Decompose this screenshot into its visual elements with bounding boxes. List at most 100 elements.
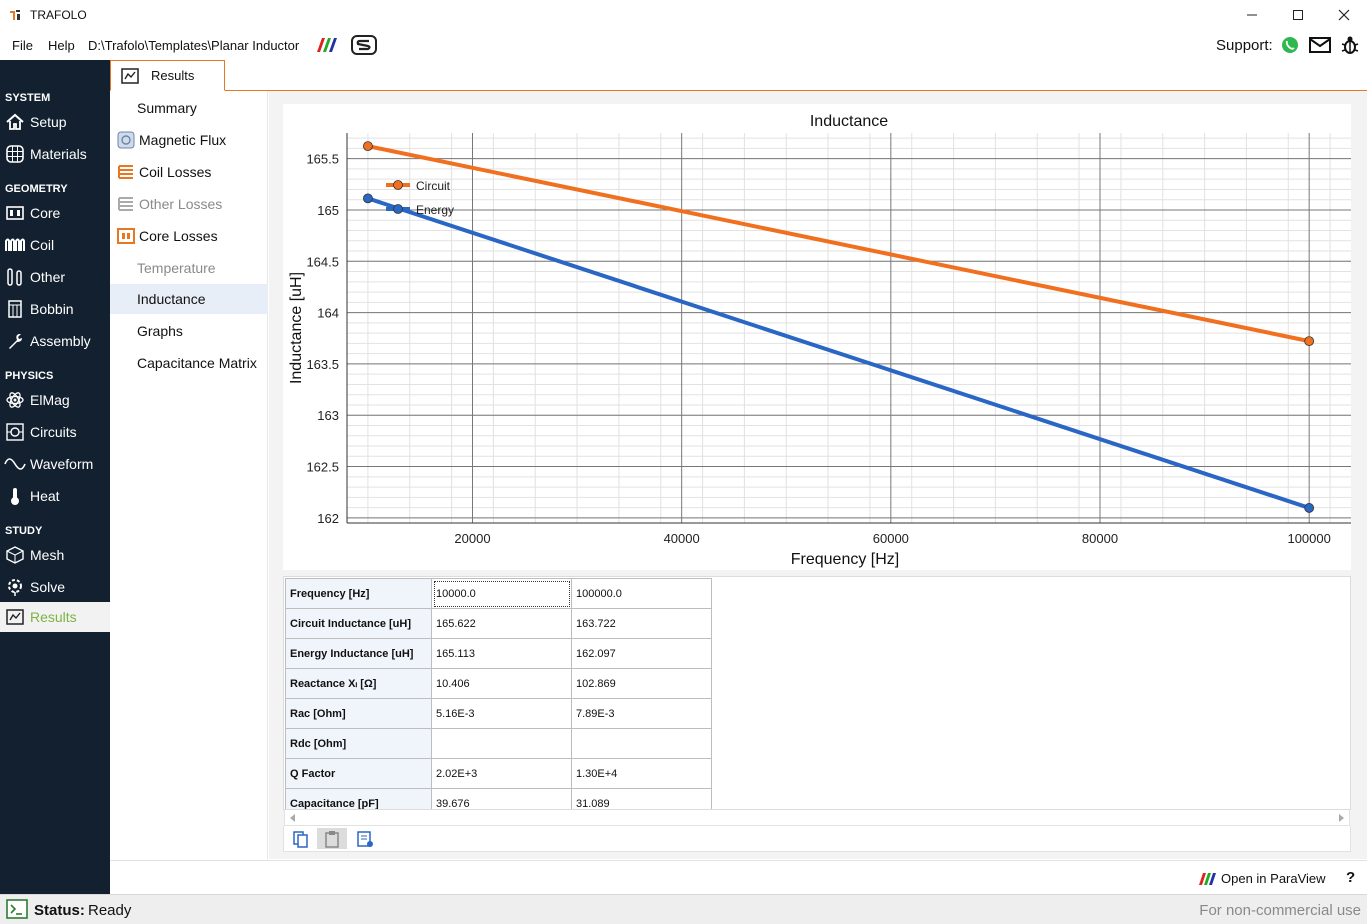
legend-marker-energy — [393, 204, 403, 214]
results-item-magnetic-flux[interactable]: Magnetic Flux — [110, 125, 268, 155]
results-item-inductance[interactable]: Inductance — [110, 284, 268, 314]
table-horizontal-scrollbar[interactable] — [284, 810, 1350, 826]
app-title: TRAFOLO — [30, 8, 87, 22]
sidebar-item-label: Bobbin — [30, 301, 74, 317]
table-cell[interactable]: 10000.0 — [431, 578, 572, 609]
chart-title: Inductance — [810, 113, 888, 130]
series-line-energy — [367, 196, 1310, 510]
sidebar-item-solve[interactable]: Solve — [0, 572, 110, 602]
menu-help[interactable]: Help — [48, 38, 75, 53]
series-line-circuit — [367, 144, 1310, 344]
tab-strip: Results — [110, 60, 1367, 91]
sidebar-item-materials[interactable]: Materials — [0, 139, 110, 169]
atom-icon — [4, 389, 26, 411]
sidebar-item-label: Mesh — [30, 547, 65, 563]
x-tick-label: 80000 — [1082, 531, 1118, 546]
row-header: Energy Inductance [uH] — [285, 638, 432, 669]
sidebar-item-label: Results — [30, 609, 77, 625]
results-item-summary[interactable]: Summary — [110, 93, 268, 123]
table-cell[interactable]: 165.113 — [431, 638, 572, 669]
table-toolbar — [283, 826, 1351, 852]
status-value: Ready — [88, 902, 132, 919]
results-item-coil-losses[interactable]: Coil Losses — [110, 157, 268, 187]
table-cell[interactable]: 2.02E+3 — [431, 758, 572, 789]
table-cell[interactable]: 5.16E-3 — [431, 698, 572, 729]
scroll-right-icon[interactable] — [1337, 814, 1345, 822]
table-cell[interactable]: 162.097 — [571, 638, 712, 669]
export-list-icon — [357, 830, 373, 847]
sidebar-item-label: Other — [30, 269, 66, 285]
mail-icon[interactable] — [1309, 36, 1331, 54]
tab-results-label: Results — [151, 68, 195, 83]
sidebar-item-other[interactable]: Other — [0, 262, 110, 292]
sidebar-item-core[interactable]: Core — [0, 198, 110, 228]
table-row: Circuit Inductance [uH] 165.622 163.722 — [285, 608, 712, 639]
sidebar-item-heat[interactable]: Heat — [0, 481, 110, 511]
row-header: Capacitance [pF] — [285, 788, 432, 809]
thermometer-icon — [4, 485, 26, 507]
y-tick-label: 165.5 — [306, 152, 339, 167]
section-study: STUDY — [5, 525, 43, 537]
results-item-temperature[interactable]: Temperature — [110, 253, 268, 283]
results-item-core-losses[interactable]: Core Losses — [110, 221, 268, 251]
sidebar-item-coil[interactable]: Coil — [0, 230, 110, 260]
table-cell[interactable]: 39.676 — [431, 788, 572, 809]
sidebar-item-bobbin[interactable]: Bobbin — [0, 294, 110, 324]
table-cell[interactable]: 10.406 — [431, 668, 572, 699]
paraview-toolbar-icon[interactable] — [314, 36, 340, 54]
terminal-icon[interactable] — [6, 899, 28, 919]
license-notice: For non-commercial use — [1199, 902, 1361, 919]
coil-losses-icon — [115, 161, 137, 183]
sine-wave-icon — [4, 453, 26, 475]
results-item-other-losses[interactable]: Other Losses — [110, 189, 268, 219]
close-button[interactable] — [1321, 0, 1367, 30]
x-tick-label: 100000 — [1287, 531, 1330, 546]
sidebar-item-circuits[interactable]: Circuits — [0, 417, 110, 447]
sidebar-item-assembly[interactable]: Assembly — [0, 326, 110, 356]
table-cell[interactable] — [431, 728, 572, 759]
table-cell[interactable]: 102.869 — [571, 668, 712, 699]
bug-report-icon[interactable] — [1340, 34, 1360, 56]
sidebar-item-results[interactable]: Results — [0, 602, 110, 632]
whatsapp-icon[interactable] — [1281, 36, 1299, 54]
table-cell[interactable]: 165.622 — [431, 608, 572, 639]
scroll-left-icon[interactable] — [289, 814, 297, 822]
table-cell[interactable]: 100000.0 — [571, 578, 712, 609]
table-row: Rdc [Ohm] — [285, 728, 712, 759]
section-system: SYSTEM — [5, 92, 51, 104]
tab-results[interactable]: Results — [110, 60, 225, 91]
table-cell[interactable]: 31.089 — [571, 788, 712, 809]
data-point-energy[interactable] — [1304, 503, 1315, 513]
results-item-graphs[interactable]: Graphs — [110, 316, 268, 346]
sidebar-item-label: Materials — [30, 146, 87, 162]
sidebar-item-elmag[interactable]: ElMag — [0, 385, 110, 415]
copy-button[interactable] — [286, 828, 316, 849]
results-item-label: Summary — [137, 100, 197, 116]
wrench-icon — [4, 330, 26, 352]
core-icon — [4, 202, 26, 224]
sidebar-item-label: Heat — [30, 488, 60, 504]
data-point-circuit[interactable] — [1304, 336, 1315, 347]
data-point-circuit[interactable] — [363, 141, 373, 152]
open-in-paraview-button[interactable]: Open in ParaView — [1198, 871, 1326, 886]
sidebar-item-mesh[interactable]: Mesh — [0, 540, 110, 570]
table-cell[interactable] — [571, 728, 712, 759]
table-cell[interactable]: 1.30E+4 — [571, 758, 712, 789]
sidebar-item-setup[interactable]: Setup — [0, 107, 110, 137]
y-tick-label: 162.5 — [306, 460, 339, 475]
help-button[interactable]: ? — [1346, 869, 1356, 886]
solver-toolbar-icon[interactable] — [351, 35, 377, 55]
data-point-energy[interactable] — [363, 193, 373, 204]
maximize-button[interactable] — [1275, 0, 1321, 30]
core-losses-icon — [115, 225, 137, 247]
results-item-capacitance-matrix[interactable]: Capacitance Matrix — [110, 348, 268, 378]
sidebar-item-label: ElMag — [30, 392, 70, 408]
minimize-button[interactable] — [1229, 0, 1275, 30]
table-cell[interactable]: 163.722 — [571, 608, 712, 639]
menu-file[interactable]: File — [12, 38, 33, 53]
paste-button[interactable] — [317, 828, 347, 849]
bobbin-icon — [4, 298, 26, 320]
sidebar-item-waveform[interactable]: Waveform — [0, 449, 110, 479]
table-cell[interactable]: 7.89E-3 — [571, 698, 712, 729]
export-button[interactable] — [350, 828, 380, 849]
